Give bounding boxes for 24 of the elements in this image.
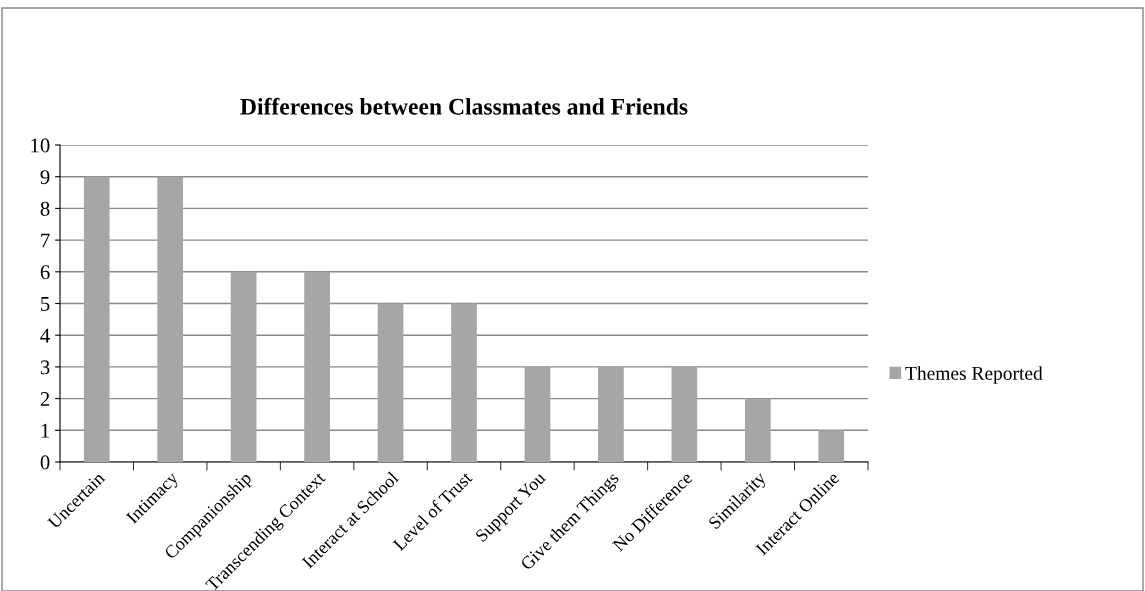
bar bbox=[524, 366, 551, 462]
bar bbox=[671, 366, 698, 462]
bar bbox=[598, 366, 624, 462]
bar bbox=[818, 430, 845, 462]
bar bbox=[377, 303, 404, 462]
y-tick-label: 5 bbox=[41, 297, 50, 311]
bar bbox=[83, 176, 110, 462]
chart-title: Differences between Classmates and Friends bbox=[240, 97, 688, 115]
y-tick-label: 3 bbox=[40, 360, 50, 375]
bar bbox=[157, 176, 184, 462]
bar bbox=[451, 303, 477, 462]
y-tick-label: 10 bbox=[31, 138, 50, 153]
y-tick-label: 1 bbox=[41, 423, 50, 438]
bar bbox=[744, 398, 771, 462]
legend-label: Themes Reported bbox=[905, 366, 1043, 384]
y-tick-label: 8 bbox=[40, 201, 50, 216]
y-tick-label: 0 bbox=[40, 455, 50, 470]
y-tick-label: 2 bbox=[40, 392, 50, 406]
y-tick-label: 7 bbox=[41, 233, 50, 248]
y-tick-label: 4 bbox=[40, 328, 50, 343]
bar bbox=[230, 271, 257, 462]
y-tick-label: 6 bbox=[40, 265, 50, 280]
bar bbox=[304, 271, 330, 462]
y-tick-label: 9 bbox=[40, 170, 50, 185]
